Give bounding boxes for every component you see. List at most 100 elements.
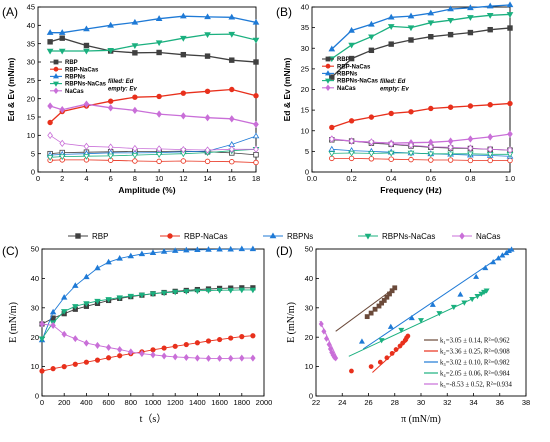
- data-point: [487, 102, 493, 108]
- data-point: [447, 143, 454, 151]
- data-point: [490, 259, 497, 265]
- data-point: [388, 110, 394, 117]
- data-point: [49, 308, 57, 315]
- data-point: [427, 151, 435, 158]
- data-point: [348, 55, 355, 62]
- legend-label: RBPNs: [337, 72, 358, 78]
- series-line: [331, 102, 511, 129]
- series-line: [331, 27, 511, 78]
- legend-label: NaCas: [65, 89, 84, 95]
- data-point: [59, 35, 65, 41]
- data-point: [155, 152, 163, 158]
- series-line: [41, 289, 253, 339]
- data-point: [405, 333, 411, 339]
- y-tick-label: 25: [301, 64, 309, 73]
- data-point: [326, 341, 332, 348]
- legend-note: empty: Ev: [380, 87, 409, 93]
- data-point: [321, 328, 327, 335]
- data-point: [161, 345, 167, 351]
- data-point: [368, 156, 375, 162]
- data-point: [393, 347, 399, 352]
- data-point: [61, 363, 67, 370]
- data-point: [376, 303, 382, 309]
- data-point: [487, 145, 494, 153]
- x-tick-label: 0.4: [386, 174, 396, 183]
- data-point: [372, 306, 378, 312]
- data-point: [50, 366, 56, 372]
- data-point: [156, 110, 162, 118]
- data-point: [450, 304, 457, 311]
- x-tick-label: 1200: [167, 398, 184, 407]
- panel-label: (B): [276, 5, 292, 19]
- data-point: [204, 158, 211, 165]
- data-point: [388, 140, 395, 148]
- data-point: [508, 246, 515, 252]
- y-tick-label: 20: [301, 85, 309, 94]
- legend-note: empty: Ev: [108, 87, 137, 93]
- data-point: [250, 354, 256, 362]
- legend-label: RBPNs-NaCas: [65, 82, 107, 88]
- data-point: [58, 29, 66, 35]
- y-tick-label: 20: [27, 94, 35, 103]
- data-point: [160, 248, 168, 254]
- series-line: [331, 138, 511, 151]
- data-point: [139, 350, 145, 358]
- data-point: [482, 264, 489, 271]
- data-point: [149, 291, 157, 298]
- data-point: [408, 109, 414, 115]
- legend-label: k₄=2.05 ± 0.06, R²=0.984: [440, 370, 510, 377]
- legend-marker: [53, 81, 59, 87]
- legend-marker: [325, 56, 331, 62]
- legend-marker: [53, 87, 59, 95]
- data-point: [487, 26, 493, 33]
- data-point: [228, 115, 235, 123]
- x-tick-label: 0.2: [346, 174, 356, 183]
- legend-label: RBPNs-NaCas: [382, 232, 435, 241]
- data-point: [107, 21, 115, 28]
- data-point: [418, 318, 424, 324]
- data-point: [348, 155, 355, 162]
- data-point: [183, 246, 190, 253]
- data-point: [379, 300, 385, 306]
- data-point: [249, 287, 257, 294]
- data-point: [507, 25, 513, 31]
- y-tick-label: 40: [305, 274, 313, 283]
- data-point: [318, 320, 324, 328]
- data-point: [47, 39, 53, 45]
- data-point: [204, 13, 211, 20]
- y-tick-label: 30: [305, 303, 313, 312]
- data-point: [467, 135, 474, 143]
- data-point: [252, 132, 260, 139]
- data-point: [183, 353, 190, 362]
- x-tick-label: 12: [179, 174, 187, 183]
- data-point: [161, 352, 167, 360]
- data-point: [253, 93, 259, 99]
- data-point: [83, 48, 90, 55]
- data-point: [387, 13, 395, 20]
- data-point: [156, 145, 162, 153]
- legend-label: RBP-NaCas: [184, 232, 228, 241]
- legend-label: RBPNs: [287, 232, 313, 241]
- data-point: [467, 4, 474, 11]
- data-point: [132, 144, 138, 153]
- data-point: [250, 333, 256, 339]
- data-point: [252, 37, 260, 44]
- data-point: [150, 351, 156, 359]
- series-line: [49, 134, 256, 151]
- legend-label: RBP: [65, 60, 78, 66]
- data-point: [483, 288, 490, 294]
- data-point: [155, 40, 163, 47]
- data-point: [46, 29, 54, 35]
- data-point: [358, 338, 365, 344]
- fit-line: [362, 248, 512, 350]
- panel-b: 0.0 0.2 0.4 0.6 0.8 1.0 0 5 10 15 20 25 30 35 40 Freque…: [276, 1, 515, 195]
- x-tick-label: 26: [364, 398, 372, 407]
- data-point: [183, 341, 189, 348]
- data-point: [94, 298, 101, 305]
- data-point: [47, 102, 53, 110]
- data-point: [506, 1, 514, 8]
- panel-a: 0 2 4 6 8 10 12 14 16 18 0 5 10 15 20 25 30 35 40 45 Amplitu…: [2, 3, 260, 195]
- data-point: [58, 48, 66, 55]
- data-point: [61, 330, 67, 338]
- data-point: [204, 32, 211, 39]
